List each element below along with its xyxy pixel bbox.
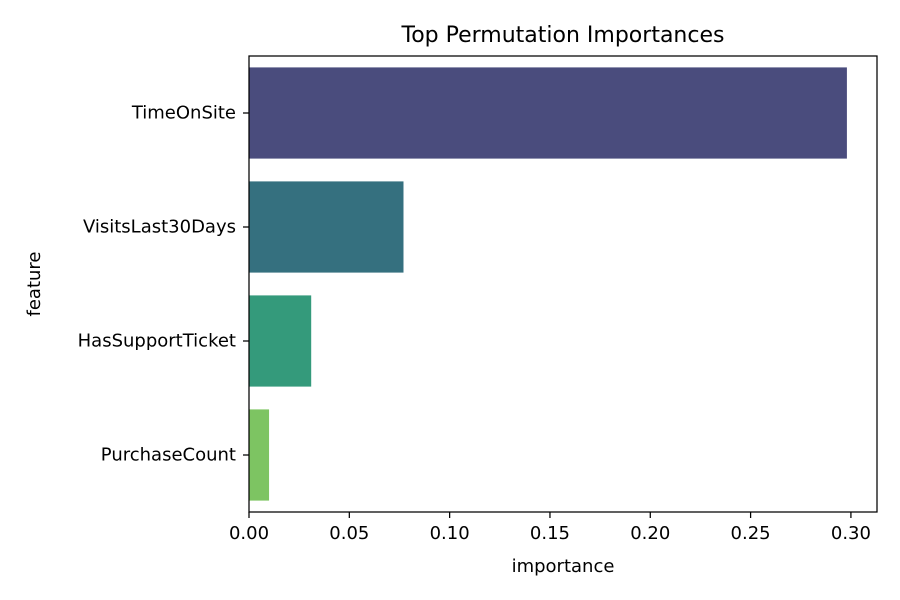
x-tick-label: 0.15 (530, 523, 570, 544)
x-tick-label: 0.05 (329, 523, 369, 544)
x-tick-label: 0.00 (229, 523, 269, 544)
bar-TimeOnSite (249, 67, 847, 159)
x-tick-label: 0.25 (731, 523, 771, 544)
x-tick-label: 0.20 (630, 523, 670, 544)
y-tick-label: TimeOnSite (131, 103, 236, 124)
ticks-layer: TimeOnSite VisitsLast30Days HasSupportTick… (78, 103, 871, 545)
bar-HasSupportTicket (249, 295, 312, 387)
y-tick-label: VisitsLast30Days (83, 217, 236, 238)
plot-frame (248, 55, 878, 513)
chart-title: Top Permutation Importances (401, 23, 725, 48)
x-axis-label: importance (512, 556, 615, 577)
y-tick-label: PurchaseCount (101, 445, 236, 466)
x-tick-label: 0.10 (430, 523, 470, 544)
bar-PurchaseCount (249, 409, 270, 501)
y-axis-label: feature (24, 252, 45, 317)
x-tick-label: 0.30 (831, 523, 871, 544)
bar-VisitsLast30Days (249, 181, 404, 273)
bars-layer (249, 67, 847, 501)
y-tick-label: HasSupportTicket (78, 331, 236, 352)
